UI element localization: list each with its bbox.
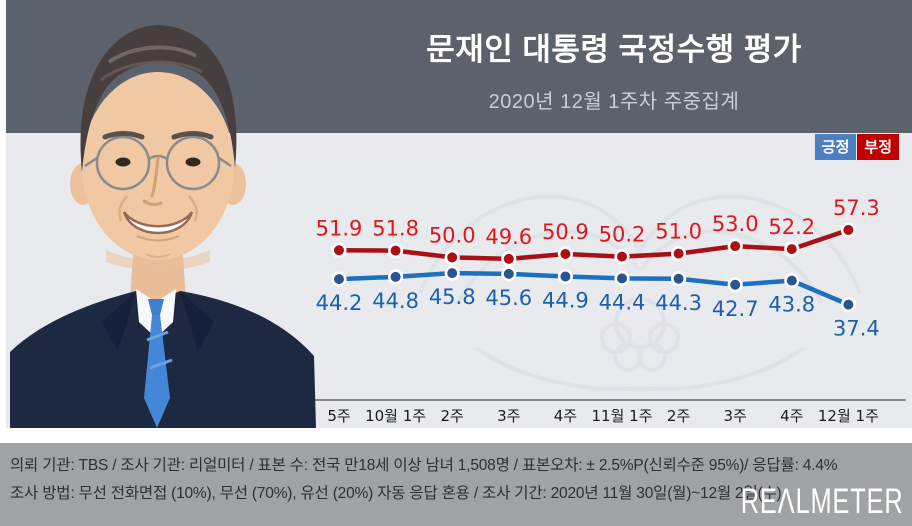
left-margin-strip: [0, 0, 6, 428]
positive-data-label: 44.8: [372, 289, 419, 313]
negative-data-point: [784, 241, 800, 257]
x-axis-tick-label: 2주: [667, 407, 690, 425]
negative-data-point: [614, 249, 630, 265]
negative-data-label: 49.6: [485, 225, 532, 249]
negative-data-label: 50.2: [599, 223, 646, 247]
page-title: 문재인 대통령 국정수행 평가: [426, 32, 802, 67]
positive-data-point: [840, 297, 857, 313]
header-text: 문재인 대통령 국정수행 평가 2020년 12월 1주차 주중집계: [326, 0, 902, 133]
positive-data-point: [557, 268, 574, 285]
negative-data-point: [670, 246, 687, 262]
positive-data-point: [444, 265, 460, 281]
positive-data-label: 44.3: [655, 291, 702, 315]
negative-data-point: [557, 246, 574, 262]
positive-data-label: 44.9: [542, 289, 589, 313]
page-subtitle: 2020년 12월 1주차 주중집계: [488, 91, 740, 113]
negative-data-point: [840, 222, 857, 238]
survey-info-line2: 조사 방법: 무선 전화면접 (10%), 무선 (70%), 유선 (20%)…: [10, 485, 782, 502]
negative-data-label: 51.9: [316, 216, 363, 240]
positive-data-label: 44.2: [316, 291, 363, 315]
positive-data-label: 37.4: [833, 317, 880, 341]
x-axis-tick-label: 3주: [724, 407, 747, 425]
negative-data-label: 52.2: [768, 215, 815, 239]
negative-data-label: 51.0: [655, 220, 702, 244]
negative-data-point: [388, 243, 404, 259]
x-axis-tick-label: 4주: [780, 407, 803, 425]
negative-data-point: [727, 238, 743, 254]
negative-line: [336, 227, 851, 262]
survey-methodology-text: 의뢰 기관: TBS / 조사 기관: 리얼미터 / 표본 수: 전국 만18세…: [10, 452, 838, 508]
legend-positive-badge: 긍정: [814, 134, 857, 160]
divider-strip: [0, 428, 912, 443]
realmeter-logo: REΛLMETER: [741, 480, 904, 521]
negative-data-label: 51.8: [372, 217, 419, 241]
positive-data-point: [501, 266, 517, 282]
x-axis-tick-label: 10월 1주: [365, 407, 426, 425]
x-axis-tick-label: 12월 1주: [818, 407, 879, 425]
x-axis-tick-label: 2주: [441, 407, 464, 425]
watermark-emblem: [418, 194, 862, 392]
positive-data-label: 45.6: [485, 286, 532, 310]
negative-data-point: [444, 249, 460, 265]
moon-jaein-portrait-icon: [10, 25, 316, 428]
x-axis-tick-label: 3주: [497, 407, 520, 425]
positive-data-point: [388, 269, 404, 285]
negative-data-label: 50.9: [542, 220, 589, 244]
chart-legend: 긍정 부정: [814, 134, 899, 160]
negative-data-label: 57.3: [833, 196, 880, 220]
positive-data-point: [727, 277, 743, 293]
positive-data-label: 44.4: [599, 290, 646, 314]
x-axis-tick-label: 11월 1주: [592, 407, 653, 425]
approval-line-chart: 5주 10월 1주 2주 3주 4주 11월 1주 2주 3주 4주 12월 1주 44.2 44.8…: [308, 194, 906, 425]
positive-data-point: [331, 271, 347, 287]
negative-data-point: [331, 242, 347, 258]
positive-line: [336, 270, 851, 307]
survey-info-line1: 의뢰 기관: TBS / 조사 기관: 리얼미터 / 표본 수: 전국 만18세…: [10, 457, 838, 474]
negative-data-point: [501, 251, 517, 267]
x-axis-tick-label: 5주: [327, 407, 350, 425]
positive-data-label: 45.8: [429, 285, 476, 309]
positive-data-point: [670, 271, 687, 287]
x-axis-tick-label: 4주: [554, 407, 577, 425]
positive-data-point: [614, 270, 630, 286]
positive-data-label: 42.7: [712, 297, 759, 321]
legend-negative-badge: 부정: [857, 134, 899, 160]
negative-data-label: 53.0: [712, 212, 759, 236]
footer: 의뢰 기관: TBS / 조사 기관: 리얼미터 / 표본 수: 전국 만18세…: [0, 443, 912, 526]
positive-data-point: [784, 273, 800, 289]
positive-data-label: 43.8: [768, 293, 815, 317]
negative-data-label: 50.0: [429, 223, 476, 247]
